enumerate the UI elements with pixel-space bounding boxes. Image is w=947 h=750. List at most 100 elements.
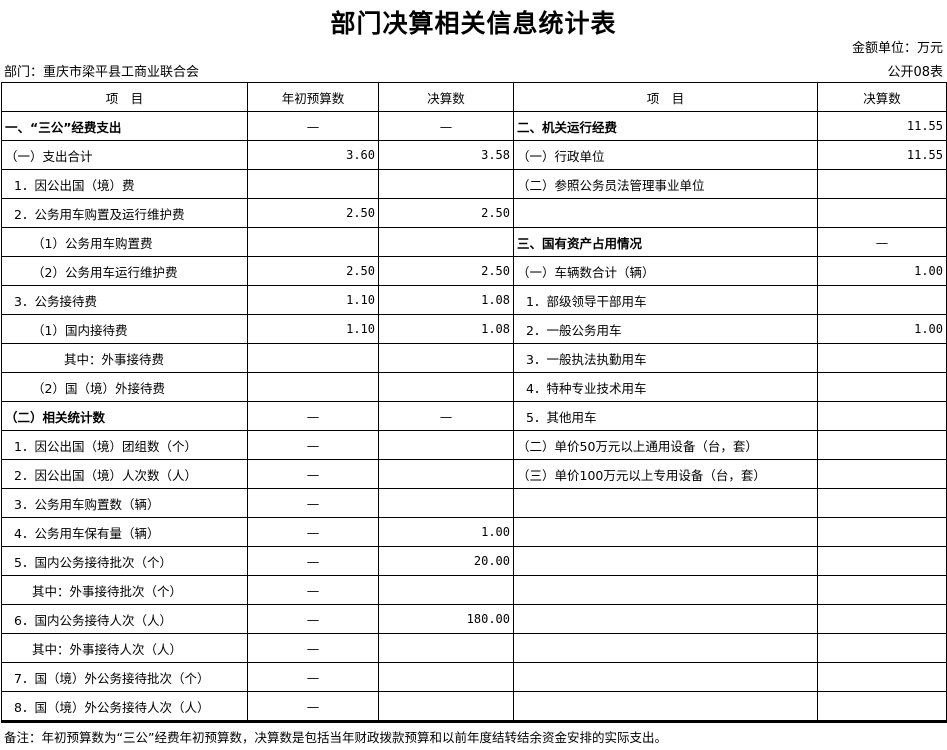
final-value: 1.08 (378, 314, 514, 344)
table-row: （1）国内接待费 1.10 1.08 2．一般公务用车 1.00 (1, 314, 947, 344)
left-item-label: （1）国内接待费 (1, 314, 248, 344)
left-item-label: 3．公务用车购置数（辆） (1, 488, 248, 518)
final-value (378, 227, 514, 257)
right-item-label: （三）单价100万元以上专用设备（台，套） (513, 459, 818, 489)
budget-value: 1.10 (247, 314, 379, 344)
amount-unit: 金额单位：万元 (851, 41, 943, 56)
right-item-label: 5．其他用车 (513, 401, 818, 431)
statistics-table: 项 目 年初预算数 决算数 项 目 决算数 一、“三公”经费支出 — — 二、机关运行… (1, 82, 947, 723)
table-row: （2）公务用车运行维护费 2.50 2.50 （一）车辆数合计（辆） 1.00 (1, 256, 947, 286)
header-item-left: 项 目 (1, 82, 248, 112)
final-value (378, 459, 514, 489)
budget-value (247, 227, 379, 257)
budget-value: — (247, 459, 379, 489)
budget-value: — (247, 111, 379, 141)
final-value: — (378, 401, 514, 431)
right-final-value: 1.00 (817, 256, 947, 286)
final-value: 2.50 (378, 198, 514, 228)
right-item-label (513, 604, 818, 634)
left-item-label: 2．因公出国（境）人次数（人） (1, 459, 248, 489)
right-item-label (513, 691, 818, 723)
final-value: 20.00 (378, 546, 514, 576)
table-code: 公开08表 (887, 65, 943, 80)
budget-value: — (247, 691, 379, 723)
left-item-label: （2）国（境）外接待费 (1, 372, 248, 402)
table-row: 其中：外事接待人次（人） — (1, 633, 947, 663)
left-item-label: 3．公务接待费 (1, 285, 248, 315)
left-item-label: 4．公务用车保有量（辆） (1, 517, 248, 547)
table-row: （二）相关统计数 — —5．其他用车 (1, 401, 947, 431)
table-row: 6．国内公务接待人次（人） —180.00 (1, 604, 947, 634)
final-value (378, 633, 514, 663)
footnote: 备注：年初预算数为“三公”经费年初预算数，决算数是包括当年财政拨款预算和以前年度… (4, 730, 667, 745)
table-row: 2．公务用车购置及运行维护费 2.50 2.50 (1, 198, 947, 228)
right-final-value (817, 343, 947, 373)
table-row: 一、“三公”经费支出 — — 二、机关运行经费 11.55 (1, 111, 947, 141)
right-final-value (817, 285, 947, 315)
budget-value: — (247, 633, 379, 663)
left-item-label: （2）公务用车运行维护费 (1, 256, 248, 286)
budget-value: — (247, 604, 379, 634)
final-value (378, 343, 514, 373)
final-value: — (378, 111, 514, 141)
right-item-label (513, 517, 818, 547)
budget-value: 2.50 (247, 256, 379, 286)
right-item-label: （二）参照公务员法管理事业单位 (513, 169, 818, 199)
final-value (378, 691, 514, 723)
left-item-label: 2．公务用车购置及运行维护费 (1, 198, 248, 228)
final-value: 1.08 (378, 285, 514, 315)
right-item-label: 二、机关运行经费 (513, 111, 818, 141)
budget-value: — (247, 575, 379, 605)
right-item-label: 3．一般执法执勤用车 (513, 343, 818, 373)
final-value (378, 372, 514, 402)
final-value: 3.58 (378, 140, 514, 170)
right-item-label (513, 662, 818, 692)
page-title: 部门决算相关信息统计表 (330, 9, 617, 38)
right-final-value: — (817, 227, 947, 257)
table-row: 1．因公出国（境）费 （二）参照公务员法管理事业单位 (1, 169, 947, 199)
right-final-value (817, 169, 947, 199)
table-row: 其中：外事接待批次（个） — (1, 575, 947, 605)
left-item-label: 其中：外事接待人次（人） (1, 633, 248, 663)
right-item-label (513, 546, 818, 576)
right-final-value: 1.00 (817, 314, 947, 344)
final-value (378, 430, 514, 460)
table-row: 5．国内公务接待批次（个） —20.00 (1, 546, 947, 576)
left-item-label: 1．因公出国（境）费 (1, 169, 248, 199)
right-item-label: 2．一般公务用车 (513, 314, 818, 344)
table-row: （一）支出合计 3.60 3.58 （一）行政单位 11.55 (1, 140, 947, 170)
final-value: 2.50 (378, 256, 514, 286)
left-item-label: 其中：外事接待费 (1, 343, 248, 373)
right-item-label (513, 488, 818, 518)
final-value: 180.00 (378, 604, 514, 634)
right-item-label: 三、国有资产占用情况 (513, 227, 818, 257)
left-item-label: 5．国内公务接待批次（个） (1, 546, 248, 576)
right-final-value (817, 604, 947, 634)
left-item-label: 一、“三公”经费支出 (1, 111, 248, 141)
budget-value: 2.50 (247, 198, 379, 228)
right-final-value (817, 575, 947, 605)
table-row: 2．因公出国（境）人次数（人） — （三）单价100万元以上专用设备（台，套） (1, 459, 947, 489)
header-final-left: 决算数 (378, 82, 514, 112)
right-item-label (513, 575, 818, 605)
left-item-label: 8．国（境）外公务接待人次（人） (1, 691, 248, 723)
right-final-value (817, 633, 947, 663)
table-row: 7．国（境）外公务接待批次（个） — (1, 662, 947, 692)
right-item-label: 1．部级领导干部用车 (513, 285, 818, 315)
right-final-value: 11.55 (817, 140, 947, 170)
right-item-label: 4．特种专业技术用车 (513, 372, 818, 402)
table-row: 其中：外事接待费 3．一般执法执勤用车 (1, 343, 947, 373)
right-final-value (817, 662, 947, 692)
table-row: 8．国（境）外公务接待人次（人） — (1, 691, 947, 723)
left-item-label: （1）公务用车购置费 (1, 227, 248, 257)
right-final-value (817, 691, 947, 723)
budget-value: 3.60 (247, 140, 379, 170)
budget-value: — (247, 401, 379, 431)
left-item-label: 7．国（境）外公务接待批次（个） (1, 662, 248, 692)
right-final-value (817, 372, 947, 402)
final-value (378, 662, 514, 692)
right-item-label: （二）单价50万元以上通用设备（台，套） (513, 430, 818, 460)
right-final-value (817, 198, 947, 228)
right-item-label (513, 633, 818, 663)
budget-value: — (247, 430, 379, 460)
